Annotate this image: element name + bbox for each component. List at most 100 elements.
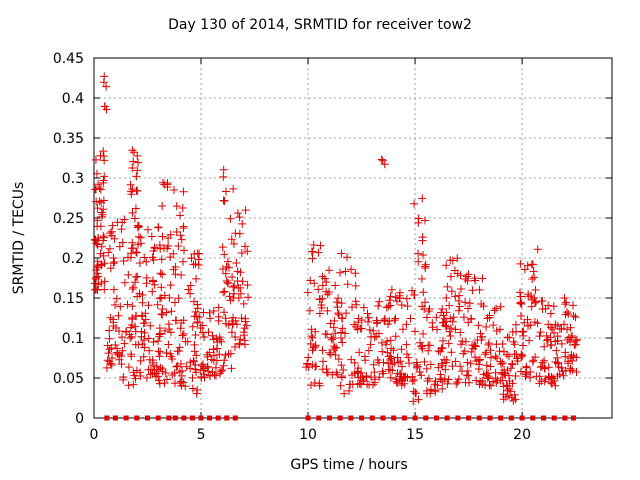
data-point xyxy=(375,297,384,306)
data-point xyxy=(456,362,465,371)
data-point xyxy=(516,312,525,321)
data-point xyxy=(97,198,106,207)
data-point xyxy=(129,283,138,292)
data-point xyxy=(232,259,241,268)
data-point xyxy=(438,304,447,313)
data-point xyxy=(180,246,189,255)
data-point xyxy=(369,360,378,369)
data-point xyxy=(351,281,360,290)
data-point xyxy=(322,278,331,287)
data-point xyxy=(396,357,405,366)
data-point xyxy=(115,242,124,251)
data-point xyxy=(140,319,149,328)
data-point xyxy=(434,363,443,372)
data-point xyxy=(97,212,106,221)
zero-marker xyxy=(508,415,514,421)
data-point xyxy=(177,377,186,386)
data-point xyxy=(384,302,393,311)
data-point xyxy=(100,233,109,242)
data-point xyxy=(500,369,509,378)
zero-marker xyxy=(232,415,238,421)
data-point xyxy=(305,306,314,315)
data-point xyxy=(431,377,440,386)
data-point xyxy=(243,247,252,256)
data-point xyxy=(373,355,382,364)
data-point xyxy=(323,290,332,299)
data-point xyxy=(220,250,229,259)
data-point xyxy=(564,359,573,368)
data-point xyxy=(303,359,312,368)
data-point xyxy=(132,186,141,195)
data-point xyxy=(387,285,396,294)
data-point xyxy=(373,318,382,327)
data-point xyxy=(423,377,432,386)
data-point xyxy=(123,300,132,309)
data-point xyxy=(475,285,484,294)
data-point xyxy=(516,298,525,307)
data-point xyxy=(397,301,406,310)
data-point xyxy=(567,351,576,360)
zero-marker xyxy=(166,415,172,421)
chart-title: Day 130 of 2014, SRMTID for receiver tow… xyxy=(168,17,472,33)
data-point xyxy=(164,234,173,243)
data-point xyxy=(367,373,376,382)
data-point xyxy=(336,333,345,342)
data-point xyxy=(175,368,184,377)
data-point xyxy=(526,373,535,382)
data-point xyxy=(410,375,419,384)
data-point xyxy=(100,172,109,181)
data-point xyxy=(419,288,428,297)
data-point xyxy=(524,292,533,301)
data-point xyxy=(126,180,135,189)
data-point xyxy=(492,304,501,313)
data-point xyxy=(233,209,242,218)
data-point xyxy=(562,298,571,307)
data-point xyxy=(150,280,159,289)
data-point xyxy=(327,333,336,342)
data-point xyxy=(406,314,415,323)
data-point xyxy=(105,244,114,253)
data-point xyxy=(129,157,138,166)
data-point xyxy=(155,352,164,361)
data-point xyxy=(158,178,167,187)
data-point xyxy=(505,377,514,386)
data-point xyxy=(445,327,454,336)
data-point xyxy=(509,337,518,346)
data-point xyxy=(220,356,229,365)
x-tick-label: 10 xyxy=(299,427,317,443)
data-point xyxy=(456,328,465,337)
data-point xyxy=(528,357,537,366)
zero-marker xyxy=(316,415,322,421)
data-point xyxy=(565,366,574,375)
data-point xyxy=(133,151,142,160)
data-point xyxy=(454,306,463,315)
zero-marker xyxy=(348,415,354,421)
data-point xyxy=(212,356,221,365)
data-point xyxy=(172,316,181,325)
data-point xyxy=(446,256,455,265)
data-point xyxy=(540,356,549,365)
data-point xyxy=(322,368,331,377)
data-point xyxy=(418,194,427,203)
data-point xyxy=(464,270,473,279)
data-point xyxy=(192,274,201,283)
data-point xyxy=(215,333,224,342)
data-point xyxy=(502,393,511,402)
data-point xyxy=(386,336,395,345)
data-point xyxy=(474,365,483,374)
data-point xyxy=(446,314,455,323)
data-point xyxy=(544,320,553,329)
data-point xyxy=(329,323,338,332)
zero-marker xyxy=(570,415,576,421)
data-point xyxy=(465,299,474,308)
data-point xyxy=(203,352,212,361)
data-point xyxy=(340,389,349,398)
data-point xyxy=(314,285,323,294)
data-point xyxy=(131,340,140,349)
data-point xyxy=(209,307,218,316)
data-point xyxy=(337,372,346,381)
zero-marker xyxy=(476,415,482,421)
data-point xyxy=(366,340,375,349)
data-point xyxy=(462,371,471,380)
